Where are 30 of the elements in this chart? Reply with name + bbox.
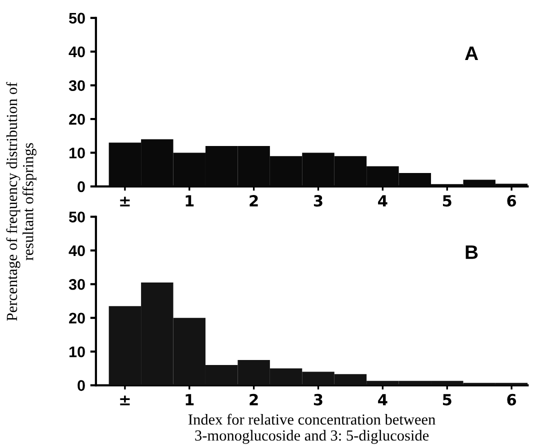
y-tick-label: 30 [68,279,85,290]
x-tick-label: 4 [378,195,388,206]
y-tick-label: 10 [69,148,85,158]
x-tick-label: 1 [186,394,194,406]
x-tick-label: 2 [250,394,258,406]
x-axis-title: Index for relative concentration between 3-monoglucoside and 3: 5-diglucoside [188,414,436,444]
x-tick-label: 5 [442,394,452,406]
y-tick-label: 40 [68,245,85,256]
y-tick-label: 0 [78,380,85,391]
y-tick-label: 50 [69,12,85,24]
y-tick-label: 50 [69,212,85,222]
x-tick-label: 1 [186,195,194,206]
x-tick-label: 3 [314,195,322,207]
y-tick-label: 30 [68,80,85,92]
y-tick-label: 20 [69,114,85,125]
x-tick-label: 5 [442,195,452,207]
y-tick-label: 0 [78,181,85,192]
x-tick-label: 6 [507,394,516,406]
x-tick-label: 2 [250,195,258,206]
y-tick-label: 40 [68,46,85,58]
annotation: B [466,245,478,259]
x-tick-label: ± [120,196,130,206]
y-tick-label: 20 [69,312,85,324]
y-axis-title: Percentage of frequency distribution of resultant offsprings [6,82,36,321]
x-tick-label: 4 [378,394,388,406]
x-tick-label: ± [120,396,130,406]
annotation: A [465,46,478,60]
x-tick-label: 6 [507,195,516,207]
x-tick-label: 3 [314,394,322,406]
y-tick-label: 10 [69,346,85,358]
